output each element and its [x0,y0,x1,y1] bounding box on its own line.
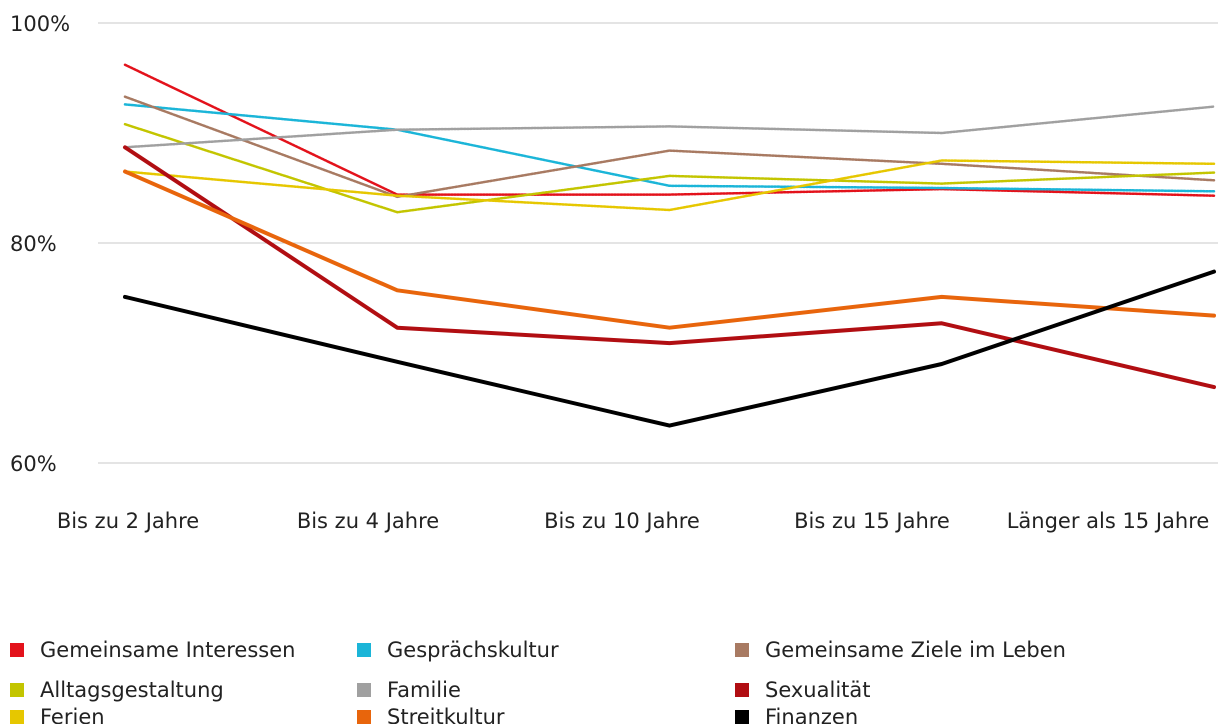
x-tick-label: Länger als 15 Jahre [1007,509,1210,533]
y-tick-label: 100% [10,12,70,36]
legend-label: Streitkultur [387,705,505,724]
legend-label: Finanzen [765,705,858,724]
x-tick-label: Bis zu 4 Jahre [297,509,439,533]
legend-label: Gemeinsame Ziele im Leben [765,638,1066,662]
legend-label: Gesprächskultur [387,638,559,662]
legend-label: Sexualität [765,678,871,702]
legend-swatch [735,710,749,724]
legend-swatch [10,643,24,657]
series-line [123,103,1216,193]
legend-label: Ferien [40,705,105,724]
series-line [123,63,1216,197]
x-tick-label: Bis zu 10 Jahre [544,509,700,533]
legend-label: Familie [387,678,461,702]
series-line [123,105,1216,149]
series-line [123,122,1216,214]
series-line [123,95,1216,199]
y-tick-label: 60% [10,452,57,476]
series-line [123,169,1216,330]
series-line [123,159,1216,212]
legend-swatch [357,643,371,657]
legend-swatch [357,710,371,724]
legend-swatch [735,683,749,697]
x-tick-label: Bis zu 2 Jahre [57,509,199,533]
legend-swatch [735,643,749,657]
series-line [123,269,1216,428]
legend-label: Gemeinsame Interessen [40,638,295,662]
y-tick-label: 80% [10,232,57,256]
legend-swatch [357,683,371,697]
x-tick-label: Bis zu 15 Jahre [794,509,950,533]
legend-swatch [10,710,24,724]
legend-swatch [10,683,24,697]
legend-label: Alltagsgestaltung [40,678,224,702]
series-line [123,145,1216,390]
